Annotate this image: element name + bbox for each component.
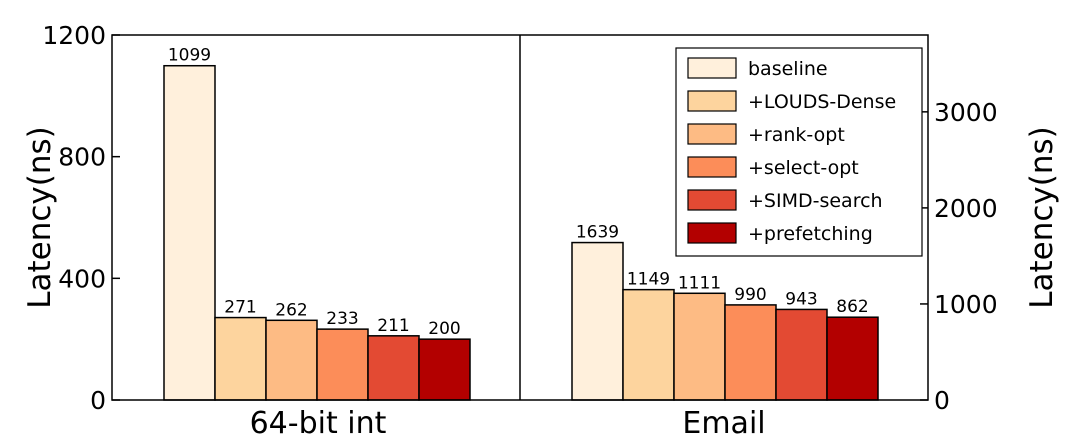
legend-swatch-1 (687, 57, 737, 79)
data-label-int-4: 233 (326, 309, 358, 329)
left-tick-label: 1200 (42, 21, 106, 50)
bar-email-3 (673, 292, 726, 401)
legend-label-3: +rank-opt (748, 124, 845, 146)
data-labels-group: 1099 271 262 233 211 200 1639 1149 1111 990 943 862 (168, 46, 869, 339)
legend-label-6: +prefetching (748, 223, 873, 245)
legend-label-1: baseline (748, 58, 828, 80)
left-tick-label: 400 (58, 264, 106, 293)
left-axis-title: Latency(ns) (22, 126, 58, 309)
right-tick-label: 2000 (934, 194, 998, 223)
data-label-email-4: 990 (734, 285, 766, 305)
data-label-email-3: 1111 (678, 273, 721, 293)
legend-swatch-3 (687, 123, 737, 145)
legend-swatch-6 (687, 222, 737, 244)
data-label-int-5: 211 (377, 316, 409, 336)
data-label-int-2: 271 (224, 298, 256, 318)
bar-int-4 (316, 328, 369, 401)
bar-email-4 (724, 304, 777, 401)
data-label-int-1: 1099 (168, 46, 211, 66)
bar-int-5 (367, 335, 420, 401)
category-label-2: Email (682, 406, 765, 441)
legend-swatch-2 (687, 90, 737, 112)
bar-email-6 (826, 316, 879, 401)
right-tick-label: 3000 (934, 98, 998, 127)
bar-int-6 (418, 338, 471, 401)
category-label-1: 64-bit int (250, 406, 387, 441)
legend-swatch-5 (687, 189, 737, 211)
data-label-int-3: 262 (275, 300, 307, 320)
bar-int-1 (163, 64, 216, 401)
data-label-email-5: 943 (785, 289, 817, 309)
legend-label-4: +select-opt (748, 157, 859, 179)
data-label-int-6: 200 (428, 319, 460, 339)
bar-int-2 (214, 316, 267, 401)
data-label-email-6: 862 (836, 297, 868, 317)
legend: baseline +LOUDS-Dense +rank-opt +select-opt… (675, 47, 923, 257)
bar-email-5 (775, 308, 828, 401)
right-tick-label: 0 (934, 386, 950, 415)
legend-swatch-4 (687, 156, 737, 178)
axes-group: 0 400 800 1200 0 1000 2000 3000 64-bit int Email L… (22, 21, 1060, 441)
legend-box (675, 47, 923, 257)
data-label-email-2: 1149 (627, 270, 670, 290)
bar-email-2 (622, 288, 675, 401)
right-tick-label: 1000 (934, 290, 998, 319)
bar-int-3 (265, 319, 318, 401)
left-tick-label: 800 (58, 143, 106, 172)
left-tick-label: 0 (90, 386, 106, 415)
data-label-email-1: 1639 (576, 223, 619, 243)
legend-label-2: +LOUDS-Dense (748, 91, 896, 113)
right-axis-title: Latency(ns) (1024, 126, 1060, 309)
legend-label-5: +SIMD-search (748, 190, 883, 212)
bar-email-1 (571, 241, 624, 401)
bars-group (163, 64, 879, 401)
